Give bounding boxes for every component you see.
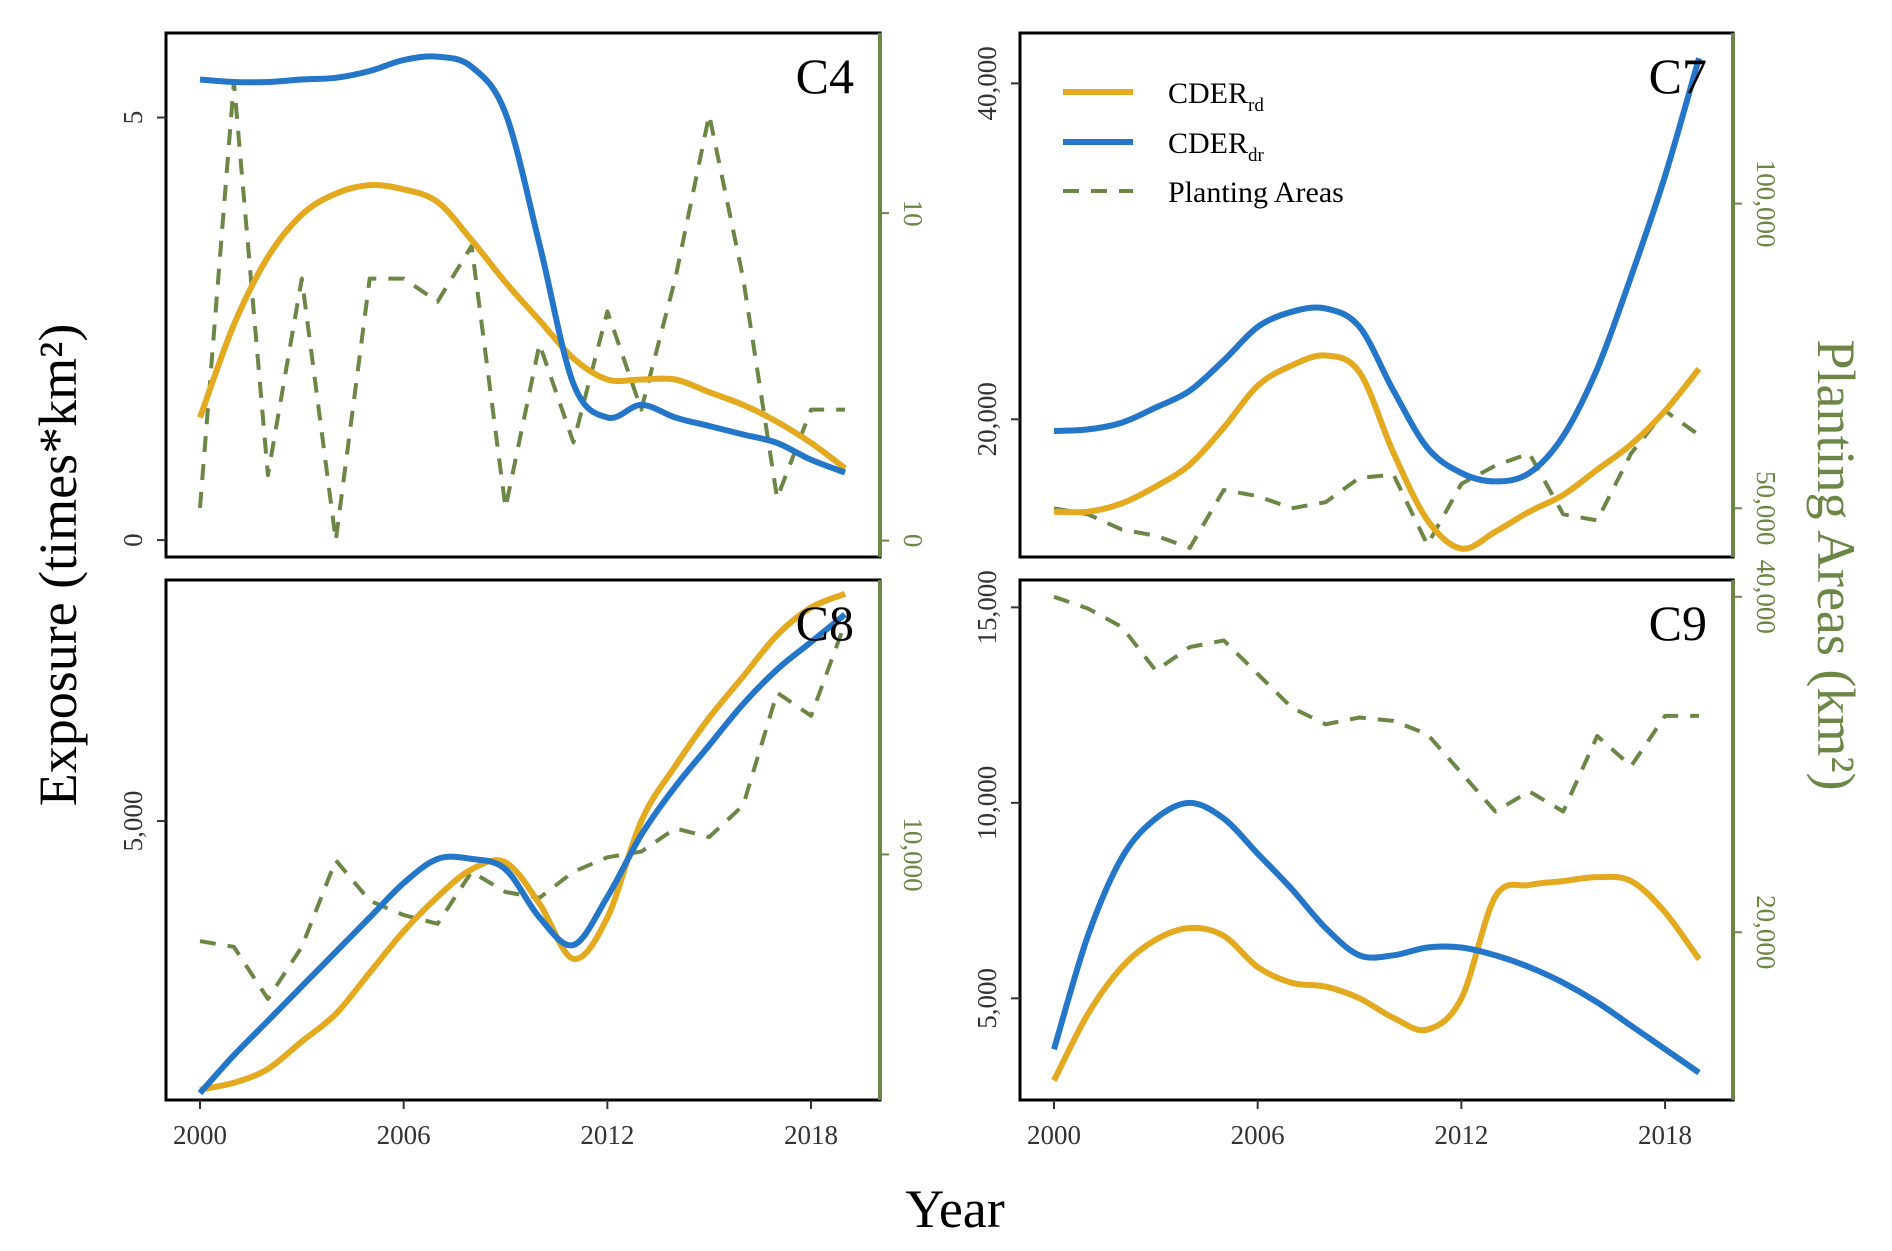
panel-c8-y2-tick-label: 10,000 (898, 817, 928, 891)
panel-c8-series-planting-areas (199, 622, 847, 1001)
panel-c4-y2-tick-label: 0 (898, 534, 928, 548)
panel-c4-series-cder-dr (199, 53, 847, 476)
panel-c4-y-tick-label: 0 (118, 533, 148, 547)
legend: CDERrd CDERdr Planting Areas (1063, 77, 1344, 209)
legend-label-planting-areas: Planting Areas (1168, 176, 1344, 209)
panel-c8-frame (164, 578, 882, 1102)
panel-c7: 20,000 40,000 50,000 100,000 C7 (972, 31, 1781, 559)
panel-c8-series-cder-dr (197, 612, 847, 1096)
panel-c9-y-tick-label: 10,000 (972, 766, 1002, 840)
panel-c8-x-tick-label: 2012 (580, 1120, 634, 1150)
panel-c9-y-tick-label: 15,000 (972, 570, 1002, 644)
panel-c8-ticks: 5,000 10,000 2000 2006 2012 2018 (118, 791, 928, 1150)
panel-c7-y-tick-label: 20,000 (972, 382, 1002, 456)
panel-c8-x-tick-label: 2018 (784, 1120, 838, 1150)
panel-c7-series-cder-rd (1053, 352, 1702, 552)
panel-c9-series-cder-dr (1051, 799, 1701, 1076)
panel-c4-y-tick-label: 5 (118, 111, 148, 125)
panel-c4-y2-tick-label: 10 (898, 200, 928, 227)
panel-c8-y-tick-label: 5,000 (118, 791, 148, 852)
panel-c8: 5,000 10,000 2000 2006 2012 2018 C8 (118, 578, 928, 1150)
panel-c9-y2-tick-label: 20,000 (1751, 895, 1781, 969)
panel-c7-y2-tick-label: 100,000 (1751, 160, 1781, 248)
legend-label-cder-rd: CDERrd (1168, 77, 1264, 116)
secondary-y-axis-title: Planting Areas (km²) (1806, 339, 1866, 790)
panel-c8-plot-area (197, 590, 847, 1096)
panel-c4-label: C4 (796, 48, 854, 104)
y-axis-title: Exposure (times*km²) (28, 324, 88, 807)
panel-c4-series-cder-rd (197, 181, 847, 471)
panel-c9-ticks: 5,000 10,000 15,000 20,000 40,000 2000 2006 201… (972, 560, 1781, 1150)
panel-c9-series-planting-areas (1053, 594, 1699, 814)
panel-c9-x-tick-label: 2012 (1434, 1120, 1488, 1150)
panel-c9-series-cder-rd (1051, 873, 1702, 1082)
panel-c9-plot-area (1051, 594, 1702, 1082)
panel-c8-x-tick-label: 2000 (173, 1120, 227, 1150)
panel-c7-series-cder-dr (1053, 57, 1702, 485)
panel-c9-y2-tick-label: 40,000 (1751, 560, 1781, 634)
panel-c7-series-planting-areas (1053, 408, 1701, 550)
panel-c8-x-tick-label: 2006 (377, 1120, 431, 1150)
x-axis-title: Year (905, 1179, 1005, 1239)
panel-c7-label: C7 (1649, 48, 1707, 104)
panel-c9: 5,000 10,000 15,000 20,000 40,000 2000 2006 201… (972, 560, 1781, 1150)
panel-c9-label: C9 (1649, 595, 1707, 651)
panel-c8-series-cder-rd (199, 590, 847, 1093)
panel-c4-series-planting-areas (198, 80, 845, 543)
panel-c9-x-tick-label: 2006 (1231, 1120, 1285, 1150)
panel-c4-plot-area (197, 53, 847, 543)
panel-c9-y-tick-label: 5,000 (972, 968, 1002, 1029)
panel-c9-x-tick-label: 2000 (1027, 1120, 1081, 1150)
legend-label-cder-dr: CDERdr (1168, 127, 1265, 166)
panel-c9-x-tick-label: 2018 (1638, 1120, 1692, 1150)
panel-c7-y2-tick-label: 50,000 (1751, 471, 1781, 545)
panel-c4-ticks: 0 5 0 10 (118, 111, 928, 548)
panel-c7-ticks: 20,000 40,000 50,000 100,000 (972, 46, 1781, 545)
panel-c8-label: C8 (796, 595, 854, 651)
panel-c7-y-tick-label: 40,000 (972, 46, 1002, 120)
panel-c7-plot-area (1053, 57, 1702, 552)
panel-c4: 0 5 0 10 C4 (118, 31, 928, 559)
